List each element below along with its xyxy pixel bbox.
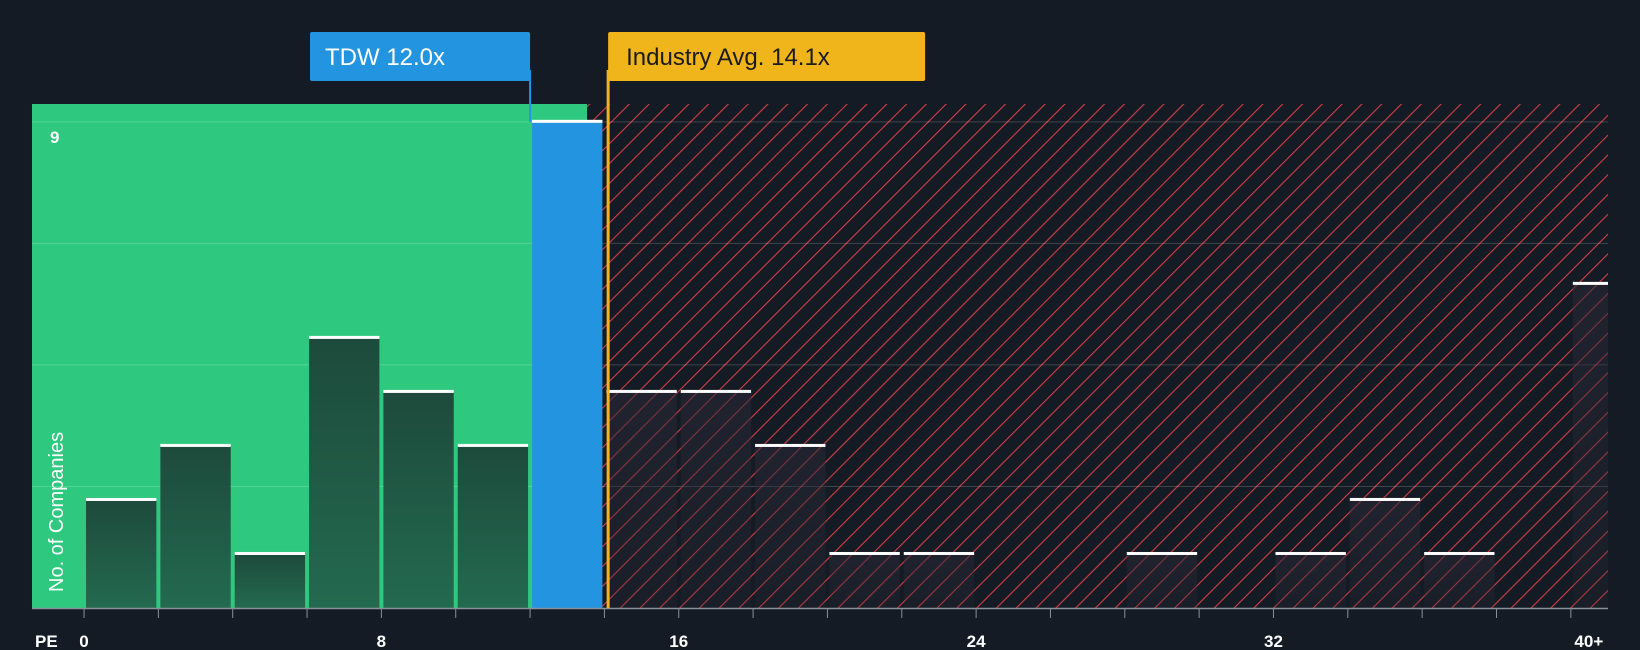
x-tick-label: 24 [967, 632, 986, 650]
histogram-bar-cap [1424, 551, 1495, 555]
histogram-bar-cap [1349, 497, 1421, 501]
histogram-bar [606, 391, 677, 608]
x-axis-ticks: 0 8 16 24 32 40+ [79, 608, 1603, 650]
company-pe-label: TDW 12.0x [325, 44, 445, 71]
histogram-bar [903, 553, 975, 608]
x-tick-label: 32 [1264, 632, 1283, 650]
histogram-bar-cap [457, 443, 529, 447]
histogram-bar [1572, 283, 1608, 608]
industry-average-label: Industry Avg. 14.1x [626, 44, 830, 71]
histogram-bar-cap [383, 389, 454, 393]
histogram-bar [1349, 499, 1421, 608]
histogram-bar [457, 445, 529, 608]
histogram-bar [86, 499, 157, 608]
histogram-bars [86, 119, 1608, 609]
histogram-bar-cap [86, 497, 157, 501]
histogram-bar-cap [680, 389, 752, 393]
histogram-bar-cap [755, 443, 826, 447]
histogram-bar [234, 553, 306, 608]
histogram-bar [1275, 553, 1346, 608]
histogram-bar [532, 121, 603, 609]
histogram-bar [160, 445, 231, 608]
histogram-bar-cap [903, 551, 975, 555]
company-pe-label-box [310, 32, 531, 81]
y-tick-label: 9 [50, 128, 59, 147]
histogram-bar [680, 391, 752, 608]
histogram-bar-cap [829, 551, 900, 555]
histogram-bar-cap [160, 443, 231, 447]
histogram-bar-cap [234, 551, 306, 555]
histogram-bar-cap [606, 389, 677, 393]
industry-average-label-box [608, 32, 926, 81]
histogram-bar-cap [1572, 281, 1608, 285]
histogram-bar [1424, 553, 1495, 608]
histogram-bar-cap [1275, 551, 1346, 555]
histogram-bar [755, 445, 826, 608]
industry-average-callout: Industry Avg. 14.1x [606, 32, 926, 608]
x-tick-label: 16 [669, 632, 688, 650]
x-axis-label: PE [35, 632, 58, 650]
histogram-bar [309, 337, 380, 608]
x-tick-label: 0 [79, 632, 88, 650]
y-axis-label: No. of Companies [46, 432, 68, 592]
x-tick-label: 8 [377, 632, 386, 650]
x-tick-label: 40+ [1574, 632, 1603, 650]
histogram-bar-cap [532, 119, 603, 123]
company-pe-callout: TDW 12.0x [310, 32, 532, 122]
histogram-bar-cap [1126, 551, 1198, 555]
histogram-bar-cap [309, 335, 380, 339]
histogram-bar [829, 553, 900, 608]
histogram-bar [383, 391, 454, 608]
histogram-bar [1126, 553, 1198, 608]
